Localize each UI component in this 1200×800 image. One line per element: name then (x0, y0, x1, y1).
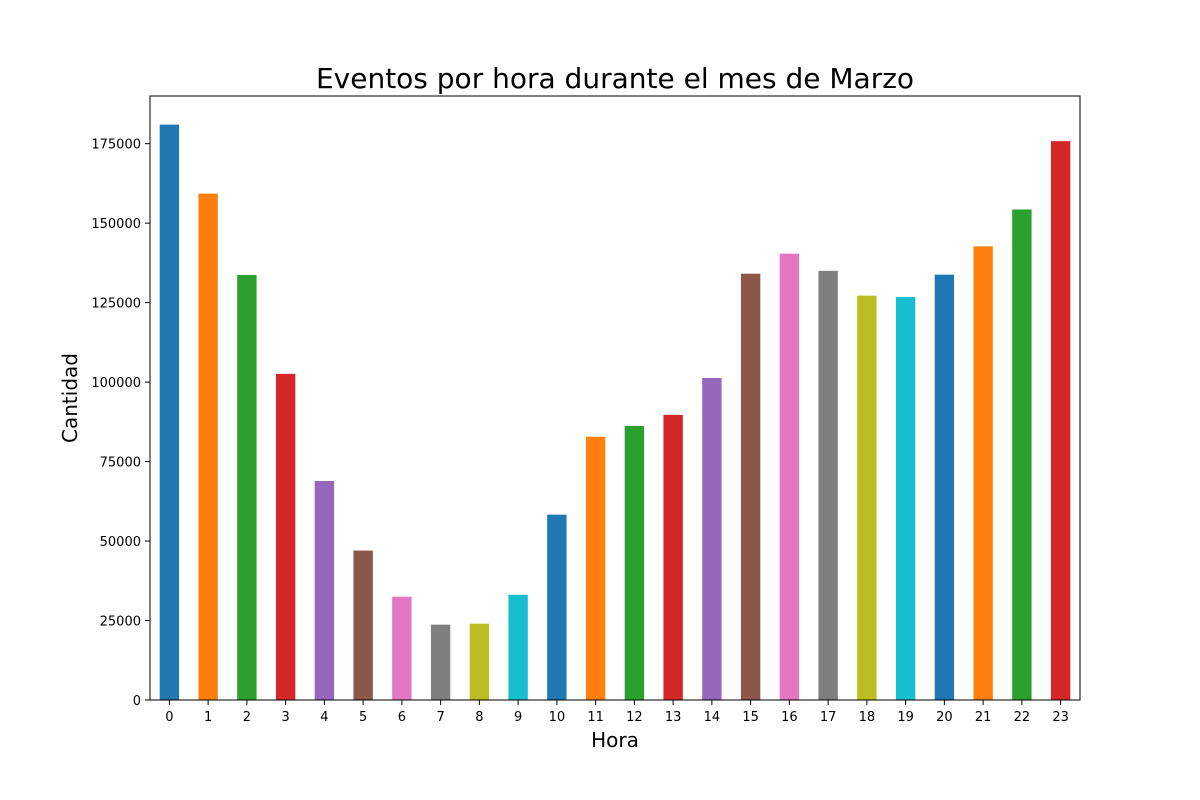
bar-hora-11 (585, 436, 606, 700)
x-tick-label: 10 (549, 710, 566, 725)
y-tick-label: 175000 (91, 138, 141, 153)
y-tick-label: 25000 (100, 615, 141, 630)
x-tick-label: 3 (281, 710, 289, 725)
x-tick-label: 9 (514, 710, 522, 725)
y-axis-ticks: 0 25000 50000 75000 100000 125000 150000 175000 (91, 138, 150, 709)
x-tick-label: 6 (398, 710, 406, 725)
x-tick-label: 7 (436, 710, 444, 725)
x-tick-label: 18 (859, 710, 876, 725)
y-tick-label: 75000 (100, 456, 141, 471)
x-tick-label: 5 (359, 710, 367, 725)
bar-hora-13 (663, 414, 683, 700)
x-tick-label: 14 (704, 710, 721, 725)
bar-hora-2 (237, 274, 257, 700)
y-tick-label: 100000 (91, 376, 141, 391)
bar-hora-8 (469, 623, 490, 700)
x-tick-label: 20 (936, 710, 953, 725)
bar-hora-20 (934, 274, 955, 700)
bar-hora-3 (275, 373, 296, 700)
bar-hora-23 (1050, 141, 1071, 700)
bar-hora-12 (624, 425, 645, 700)
y-axis-label: Cantidad (58, 353, 82, 443)
plot-area-frame (149, 95, 1081, 701)
y-tick-label: 150000 (91, 217, 141, 232)
bar-hora-9 (508, 594, 528, 700)
x-tick-label: 22 (1014, 710, 1031, 725)
x-tick-label: 13 (665, 710, 682, 725)
y-tick-label: 50000 (100, 535, 141, 550)
bar-hora-16 (779, 253, 800, 700)
x-tick-label: 16 (781, 710, 798, 725)
x-tick-label: 2 (243, 710, 251, 725)
bar-hora-6 (392, 596, 412, 700)
x-tick-label: 23 (1052, 710, 1069, 725)
bar-hora-17 (818, 270, 838, 700)
x-tick-label: 1 (204, 710, 212, 725)
y-tick-label: 0 (133, 694, 141, 709)
x-axis-ticks: 0 1 2 3 4 5 6 7 8 9 10 11 12 13 14 15 16 17 18 19 20 21 22 23 (165, 700, 1069, 725)
x-tick-label: 21 (975, 710, 992, 725)
chart-title: Eventos por hora durante el mes de Marzo (316, 62, 914, 95)
bar-hora-5 (353, 550, 373, 700)
bar-hora-14 (702, 377, 722, 700)
x-axis-label: Hora (591, 728, 639, 752)
bars-group (159, 124, 1071, 701)
x-tick-label: 17 (820, 710, 837, 725)
bar-hora-0 (159, 124, 180, 701)
bar-hora-4 (314, 480, 335, 700)
bar-hora-10 (547, 514, 567, 700)
x-tick-label: 4 (320, 710, 328, 725)
x-tick-label: 8 (475, 710, 483, 725)
bar-hora-22 (1012, 209, 1032, 701)
bar-hora-21 (973, 246, 993, 701)
bar-hora-18 (857, 295, 877, 700)
bar-hora-19 (895, 296, 916, 700)
x-tick-label: 15 (742, 710, 759, 725)
x-tick-label: 12 (626, 710, 643, 725)
x-tick-label: 19 (897, 710, 914, 725)
bar-hora-7 (430, 624, 451, 700)
bar-hora-15 (740, 273, 761, 700)
y-tick-label: 125000 (91, 297, 141, 312)
x-tick-label: 0 (165, 710, 173, 725)
x-tick-label: 11 (587, 710, 604, 725)
bar-hora-1 (198, 193, 218, 700)
